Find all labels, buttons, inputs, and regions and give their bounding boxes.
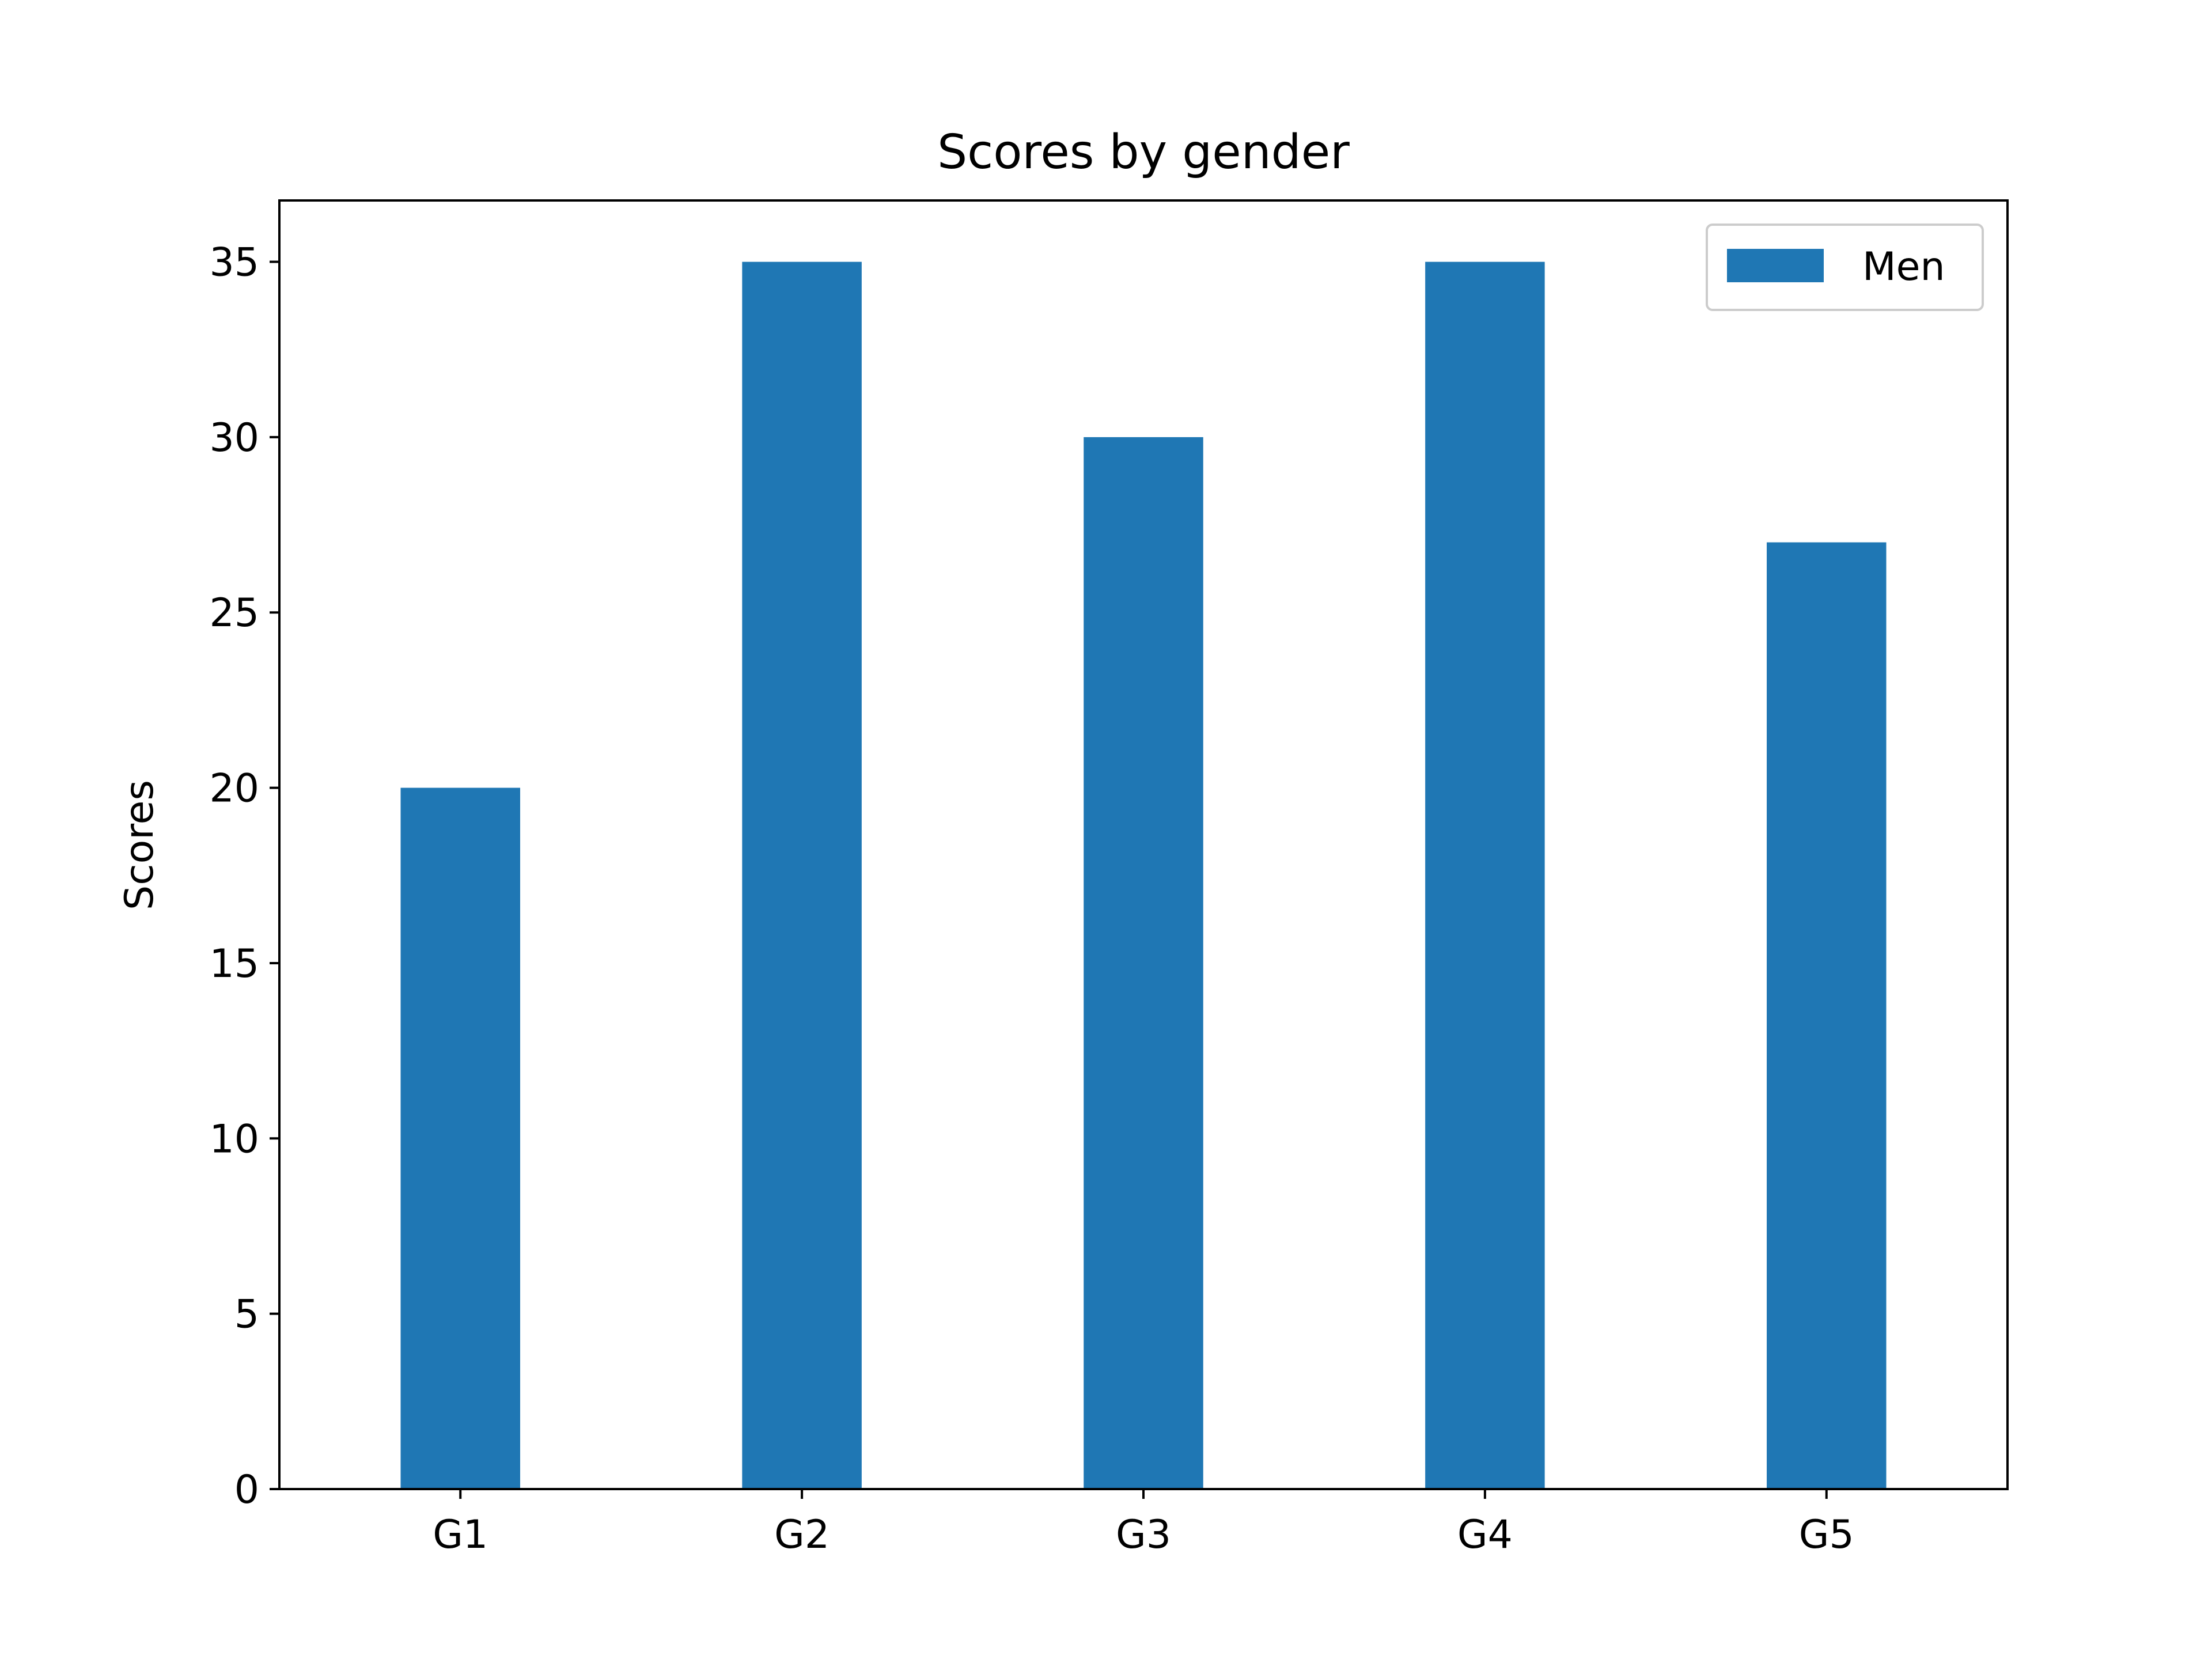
legend: Men bbox=[1706, 224, 1984, 311]
y-tick-label: 30 bbox=[209, 415, 259, 461]
y-tick-label: 10 bbox=[209, 1116, 259, 1162]
y-axis-label: Scores bbox=[117, 780, 162, 910]
y-tick-label: 35 bbox=[209, 240, 259, 286]
chart-title: Scores by gender bbox=[937, 125, 1350, 180]
plot-frame bbox=[278, 199, 2009, 1490]
bar-g3 bbox=[1084, 437, 1203, 1489]
bars-layer bbox=[400, 262, 1887, 1490]
x-tick-label: G2 bbox=[774, 1512, 830, 1558]
y-axis-ticks: 0 5 10 15 20 25 30 35 bbox=[209, 240, 279, 1513]
legend-label-men: Men bbox=[1862, 244, 1945, 290]
legend-box bbox=[1706, 224, 1984, 311]
y-tick-label: 20 bbox=[209, 766, 259, 812]
x-tick-label: G4 bbox=[1457, 1512, 1513, 1558]
bar-g1 bbox=[400, 787, 520, 1489]
legend-swatch-men bbox=[1727, 249, 1824, 282]
y-tick-label: 0 bbox=[234, 1467, 259, 1513]
x-tick-label: G1 bbox=[433, 1512, 488, 1558]
bar-g4 bbox=[1425, 262, 1545, 1489]
bar-g2 bbox=[742, 262, 862, 1489]
y-tick-label: 5 bbox=[234, 1292, 259, 1338]
y-tick-label: 25 bbox=[209, 590, 259, 636]
x-axis-ticks: G1 G2 G3 G4 G5 bbox=[433, 1489, 1854, 1558]
x-tick-label: G3 bbox=[1116, 1512, 1171, 1558]
y-tick-label: 15 bbox=[209, 941, 259, 987]
x-tick-label: G5 bbox=[1799, 1512, 1854, 1558]
bar-g5 bbox=[1767, 542, 1887, 1490]
